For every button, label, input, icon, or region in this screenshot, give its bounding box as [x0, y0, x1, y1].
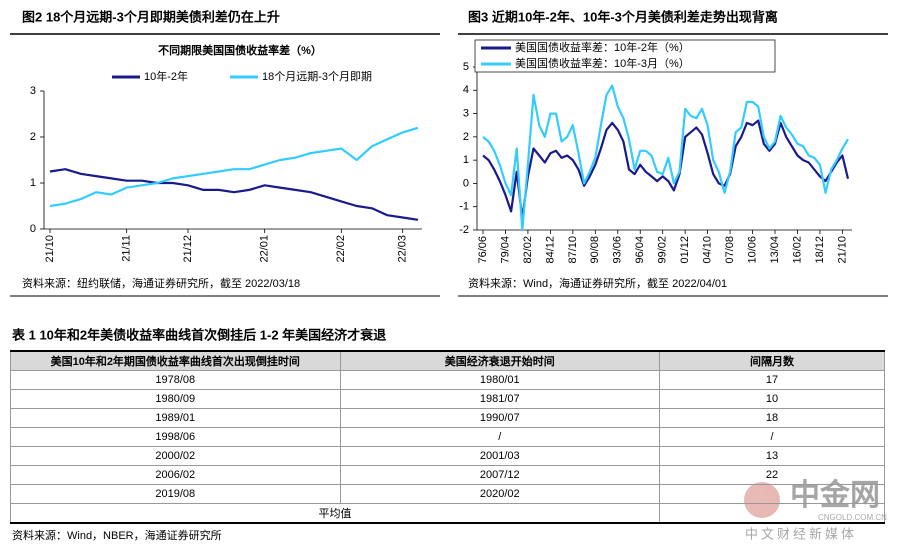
- figure-caption: 图3 近期10年-2年、10年-3个月美债利差走势出现背离: [468, 9, 778, 24]
- y-tick-label: -1: [459, 201, 469, 213]
- y-tick-label: 0: [30, 223, 36, 235]
- table-cell: /: [659, 427, 885, 447]
- table-cell: [659, 484, 885, 504]
- table-cell: 2006/02: [10, 465, 341, 485]
- series-line: [49, 168, 419, 221]
- x-tick-label: 99/02: [657, 236, 669, 264]
- y-tick-label: 2: [463, 131, 469, 143]
- table-cell: 2000/02: [10, 446, 341, 466]
- x-tick-label: 76/06: [477, 236, 489, 264]
- x-tick-label: 18/12: [814, 236, 826, 264]
- x-tick-label: 82/02: [522, 236, 534, 264]
- table-title: 表 1 10年和2年美债收益率曲线首次倒挂后 1-2 年美国经济才衰退: [11, 327, 386, 342]
- table-row: 2006/02 2007/12 22: [10, 465, 885, 485]
- series-line: [49, 126, 419, 208]
- x-tick-label: 04/10: [702, 236, 714, 264]
- table-cell: 1980/01: [339, 370, 661, 390]
- legend-label: 10年-2年: [144, 69, 188, 83]
- figure-source: 资料来源：纽约联储，海通证券研究所，截至 2022/03/18: [22, 276, 300, 290]
- x-tick-label: 90/08: [589, 236, 601, 264]
- table-source: 资料来源：Wind，NBER，海通证券研究所: [12, 528, 222, 542]
- table-cell: 22: [659, 465, 885, 485]
- table-row: 1980/09 1981/07 10: [10, 389, 885, 409]
- table-cell: 2019/08: [10, 484, 341, 504]
- table-row: 1989/01 1990/07 18: [10, 408, 885, 428]
- table-row: 美国10年和2年期国债收益率曲线首次出现倒挂时间 美国经济衰退开始时间 间隔月数: [10, 350, 885, 371]
- table-cell: 1981/07: [339, 389, 661, 409]
- x-tick-label: 13/04: [769, 236, 781, 264]
- x-tick-label: 16/02: [791, 236, 803, 264]
- table-cell: 1978/08: [10, 370, 341, 390]
- series-line: [482, 119, 850, 220]
- table-cell: 1989/01: [10, 408, 341, 428]
- table-cell: 1980/09: [10, 389, 341, 409]
- table-row: 2000/02 2001/03 13: [10, 446, 885, 466]
- legend-label: 美国国债收益率差：10年-3月（%）: [515, 56, 690, 70]
- y-tick-label: 4: [463, 84, 469, 96]
- table: 美国10年和2年期国债收益率曲线首次出现倒挂时间 美国经济衰退开始时间 间隔月数 19…: [9, 350, 885, 524]
- table-row: 2019/08 2020/02: [10, 484, 885, 504]
- x-tick-label: 21/10: [836, 236, 848, 264]
- table-cell: 18: [659, 408, 885, 428]
- x-tick-label: 93/06: [612, 236, 624, 264]
- x-tick-label: 87/10: [567, 236, 579, 264]
- table-row: 1978/08 1980/01 17: [10, 370, 885, 390]
- watermark-slogan: 中文财经新媒体: [745, 526, 857, 541]
- y-tick-label: -2: [459, 224, 469, 236]
- legend-box: [474, 39, 776, 73]
- table-row: 平均值: [9, 503, 885, 524]
- x-tick-label: 07/08: [724, 236, 736, 264]
- table-cell: 17: [659, 370, 885, 390]
- x-tick-label: 10/06: [746, 236, 758, 264]
- series-line: [482, 84, 849, 232]
- header-cell: 间隔月数: [659, 350, 885, 371]
- y-tick-label: 0: [463, 177, 469, 189]
- table-cell: /: [339, 427, 661, 447]
- table-cell: 10: [659, 389, 885, 409]
- figure-source: 资料来源：Wind，海通证券研究所，截至 2022/04/01: [468, 276, 727, 290]
- legend-label: 美国国债收益率差：10年-2年（%）: [515, 40, 690, 54]
- y-tick-label: 3: [463, 107, 469, 119]
- table-cell: 平均值: [9, 503, 661, 524]
- table-cell: 13: [659, 446, 885, 466]
- y-tick-label: 3: [30, 85, 36, 97]
- x-tick-label: 21/11: [121, 235, 133, 262]
- table-cell: 1990/07: [339, 408, 661, 428]
- y-tick-label: 1: [30, 177, 36, 189]
- chart-title: 不同期限美国国债收益率差（%）: [158, 43, 322, 57]
- y-tick-label: 1: [463, 154, 469, 166]
- x-tick-label: 22/01: [259, 235, 271, 263]
- table-cell: 2001/03: [339, 446, 661, 466]
- table-cell: 2007/12: [339, 465, 661, 485]
- x-tick-label: 21/12: [182, 235, 194, 263]
- table-cell: 1998/06: [10, 427, 341, 447]
- x-tick-label: 22/03: [397, 235, 409, 263]
- header-cell: 美国经济衰退开始时间: [339, 350, 661, 371]
- figure-caption: 图2 18个月远期-3个月即期美债利差仍在上升: [22, 9, 280, 24]
- x-tick-label: 84/12: [544, 236, 556, 264]
- table-row: 1998/06//: [10, 427, 885, 447]
- x-tick-label: 96/04: [634, 236, 646, 264]
- x-tick-label: 21/10: [44, 235, 56, 263]
- x-tick-label: 79/04: [499, 236, 511, 264]
- x-tick-label: 01/12: [679, 236, 691, 264]
- table-cell: 2020/02: [339, 484, 661, 504]
- y-tick-label: 5: [463, 61, 469, 73]
- header-cell: 美国10年和2年期国债收益率曲线首次出现倒挂时间: [10, 350, 341, 371]
- x-tick-label: 22/02: [335, 235, 347, 263]
- table-cell: [659, 503, 885, 524]
- y-tick-label: 2: [30, 131, 36, 143]
- legend-label: 18个月远期-3个月即期: [262, 70, 372, 83]
